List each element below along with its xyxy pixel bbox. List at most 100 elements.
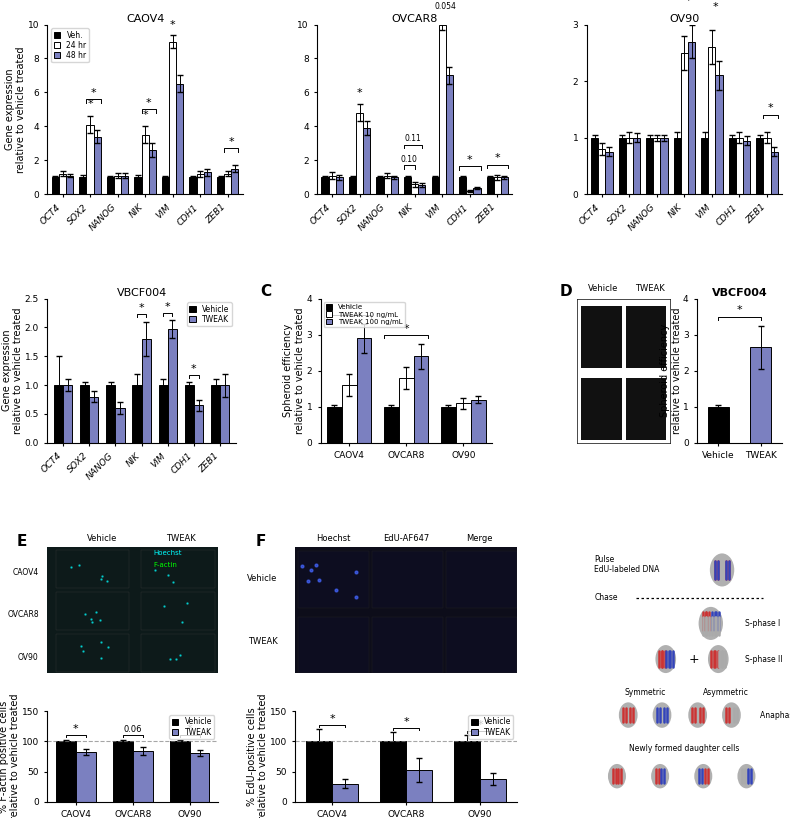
Text: *: * (737, 305, 743, 316)
Bar (322, 178, 329, 194)
Bar (114, 176, 121, 194)
Circle shape (710, 554, 734, 587)
FancyBboxPatch shape (56, 634, 130, 672)
FancyBboxPatch shape (446, 617, 517, 673)
FancyBboxPatch shape (372, 617, 443, 673)
Bar (471, 399, 486, 443)
Bar (411, 184, 419, 194)
Bar (438, 25, 446, 194)
Bar (653, 137, 660, 194)
FancyBboxPatch shape (56, 592, 130, 630)
Bar (681, 53, 688, 194)
Bar (86, 124, 94, 194)
Text: *: * (685, 0, 690, 6)
Bar (170, 741, 190, 802)
Bar (619, 137, 626, 194)
Bar (94, 137, 101, 194)
Circle shape (656, 645, 676, 673)
Text: *: * (357, 88, 363, 97)
Legend: Vehicle, TWEAK: Vehicle, TWEAK (468, 715, 514, 739)
Bar (197, 174, 204, 194)
Bar (204, 173, 211, 194)
Bar (176, 84, 183, 194)
Bar (743, 141, 750, 194)
Circle shape (688, 703, 707, 728)
Circle shape (608, 764, 626, 789)
Text: F: F (255, 534, 265, 550)
Bar (231, 169, 239, 194)
Bar (419, 185, 426, 194)
Bar (708, 407, 729, 443)
Bar (763, 137, 770, 194)
Bar (349, 178, 356, 194)
FancyBboxPatch shape (581, 306, 622, 368)
Bar (480, 780, 506, 802)
Bar (89, 397, 99, 443)
Bar (211, 385, 220, 443)
Bar (333, 784, 358, 802)
Bar (307, 741, 333, 802)
Y-axis label: Spheroid efficiency
relative to vehicle treated: Spheroid efficiency relative to vehicle … (660, 308, 682, 434)
Bar (149, 151, 156, 194)
Title: OVCAR8: OVCAR8 (392, 14, 438, 24)
Text: *: * (142, 110, 148, 119)
Bar (133, 385, 141, 443)
Title: VBCF004: VBCF004 (116, 288, 167, 298)
Text: TWEAK: TWEAK (634, 284, 664, 293)
Bar (113, 741, 133, 802)
Bar (52, 178, 59, 194)
Bar (466, 191, 473, 194)
Circle shape (698, 607, 723, 640)
Bar (660, 137, 668, 194)
Title: CAOV4: CAOV4 (126, 14, 164, 24)
Text: *: * (404, 717, 409, 727)
Bar (716, 75, 723, 194)
Bar (431, 178, 438, 194)
Bar (494, 178, 501, 194)
Bar (702, 137, 709, 194)
Bar (380, 741, 406, 802)
Bar (473, 188, 480, 194)
FancyBboxPatch shape (141, 550, 215, 588)
Bar (141, 135, 149, 194)
Bar (63, 385, 72, 443)
Bar (688, 42, 695, 194)
Legend: Vehicle, TWEAK: Vehicle, TWEAK (169, 715, 214, 739)
Bar (342, 385, 356, 443)
Text: TWEAK: TWEAK (248, 637, 277, 646)
Text: S-phase I: S-phase I (744, 619, 780, 628)
Text: Asymmetric: Asymmetric (703, 688, 749, 697)
Bar (399, 378, 414, 443)
Bar (750, 347, 772, 443)
Bar (194, 405, 203, 443)
Bar (709, 47, 716, 194)
FancyBboxPatch shape (298, 551, 368, 608)
Text: Vehicle: Vehicle (247, 574, 277, 583)
Text: *: * (139, 303, 145, 313)
Circle shape (737, 764, 755, 789)
Bar (384, 176, 391, 194)
Text: F-actin: F-actin (153, 562, 177, 569)
Text: Newly formed daughter cells: Newly formed daughter cells (630, 744, 739, 753)
Text: D: D (560, 284, 573, 299)
Bar (327, 407, 342, 443)
Text: *: * (186, 724, 193, 735)
Bar (190, 753, 209, 802)
Bar (454, 741, 480, 802)
Y-axis label: % EdU-positive cells
relative to vehicle treated: % EdU-positive cells relative to vehicle… (246, 693, 269, 818)
Title: VBCF004: VBCF004 (712, 288, 767, 298)
Bar (329, 176, 336, 194)
Bar (336, 178, 343, 194)
Bar (220, 385, 229, 443)
Text: C: C (261, 284, 272, 299)
Bar (377, 178, 384, 194)
Text: EdU-AF647: EdU-AF647 (383, 534, 429, 543)
Bar (79, 178, 86, 194)
Text: OV90: OV90 (18, 653, 39, 662)
Text: *: * (91, 88, 96, 97)
Circle shape (694, 764, 713, 789)
Bar (384, 407, 399, 443)
Text: Anaphase II: Anaphase II (759, 711, 790, 720)
Bar (107, 385, 115, 443)
Legend: Vehicle, TWEAK: Vehicle, TWEAK (187, 303, 232, 326)
